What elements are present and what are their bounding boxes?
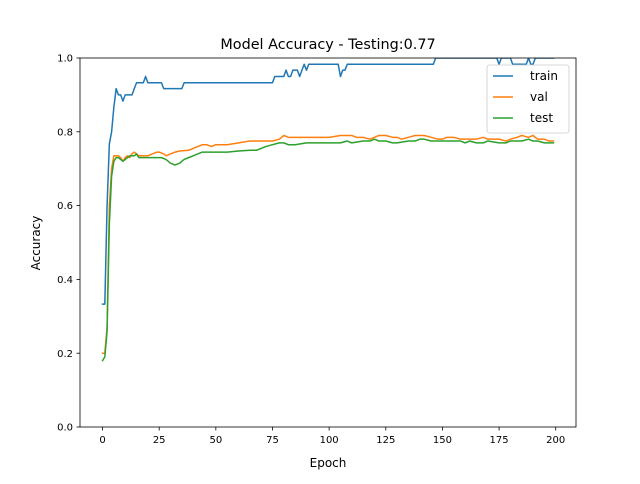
series-line-val <box>101 134 555 354</box>
legend-label-val: val <box>530 90 548 104</box>
x-tick-label: 175 <box>490 435 509 446</box>
y-tick-label: 0.0 <box>57 423 73 434</box>
series-layer <box>101 58 555 362</box>
y-tick-label: 0.4 <box>57 275 73 286</box>
x-tick-label: 125 <box>376 435 395 446</box>
x-tick-label: 50 <box>209 435 222 446</box>
x-tick-label: 150 <box>433 435 452 446</box>
x-tick-label: 100 <box>320 435 339 446</box>
series-line-train <box>101 58 555 305</box>
x-tick-label: 200 <box>546 435 565 446</box>
x-tick-label: 75 <box>266 435 279 446</box>
legend: train val test <box>486 64 570 134</box>
legend-label-test: test <box>530 111 553 125</box>
legend-label-train: train <box>530 69 558 83</box>
y-tick-label: 1.0 <box>57 54 73 65</box>
series-line-test <box>101 138 555 362</box>
chart-title: Model Accuracy - Testing:0.77 <box>220 37 435 53</box>
y-tick-label: 0.2 <box>57 349 73 360</box>
y-tick-label: 0.6 <box>57 201 73 212</box>
plot-frame <box>79 57 577 428</box>
x-axis-label: Epoch <box>310 456 347 470</box>
y-tick-label: 0.8 <box>57 127 73 138</box>
y-axis-label: Accuracy <box>29 216 43 271</box>
axes-layer: 0 25 50 75 100 125 150 175 200 0.0 0.2 0.4 0.6 0.8 1.0 <box>57 54 577 446</box>
x-tick-label: 0 <box>99 435 105 446</box>
legend-box <box>486 64 570 134</box>
x-tick-label: 25 <box>153 435 166 446</box>
